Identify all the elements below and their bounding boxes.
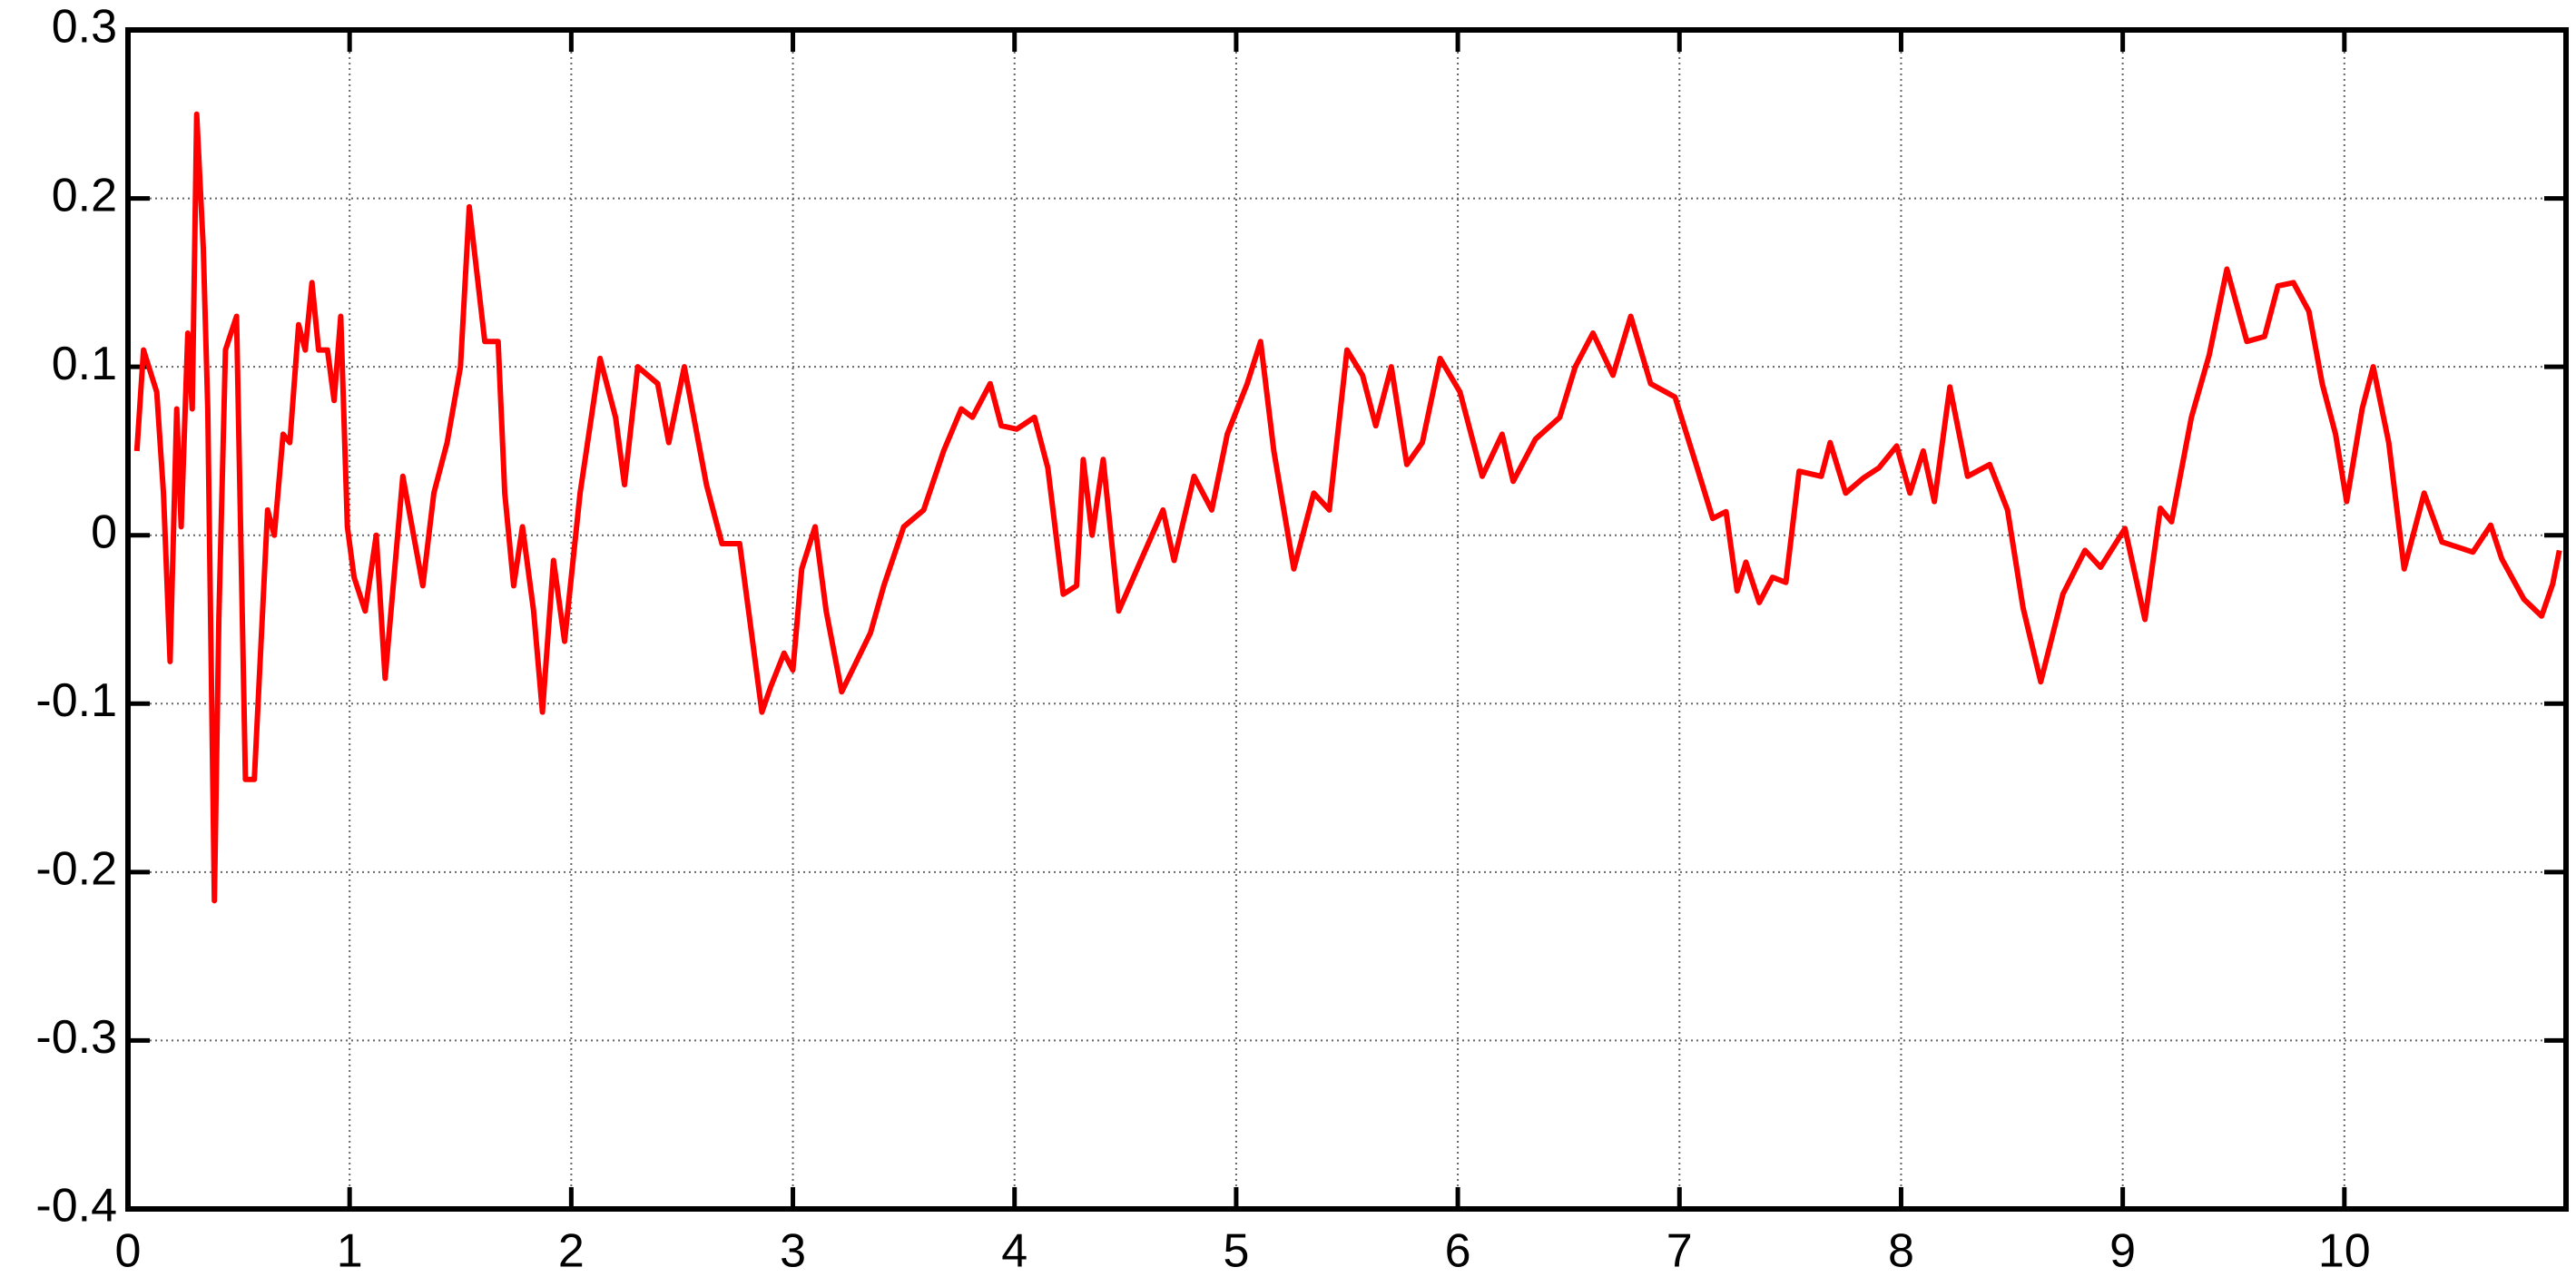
x-tick-label: 3 (780, 1225, 806, 1278)
plot-frame (125, 27, 2569, 1212)
y-tick-label: -0.4 (35, 1180, 117, 1233)
x-tick-label: 8 (1888, 1225, 1914, 1278)
x-tick-label: 2 (558, 1225, 585, 1278)
x-tick-label: 7 (1667, 1225, 1693, 1278)
x-tick-label: 9 (2109, 1225, 2136, 1278)
x-tick-label: 1 (337, 1225, 363, 1278)
y-tick-label: -0.2 (35, 843, 117, 896)
x-tick-label: 4 (1001, 1225, 1027, 1278)
y-tick-label: -0.1 (35, 674, 117, 727)
y-tick-label: 0.1 (52, 338, 117, 390)
x-tick-label: 5 (1223, 1225, 1249, 1278)
y-tick-label: 0.3 (52, 1, 117, 54)
y-tick-label: 0.2 (52, 169, 117, 221)
x-tick-label: 10 (2318, 1225, 2371, 1278)
x-tick-label: 0 (115, 1225, 142, 1278)
y-tick-label: -0.3 (35, 1011, 117, 1064)
x-tick-label: 6 (1445, 1225, 1471, 1278)
y-tick-label: 0 (91, 506, 117, 558)
data-line (133, 111, 2562, 904)
